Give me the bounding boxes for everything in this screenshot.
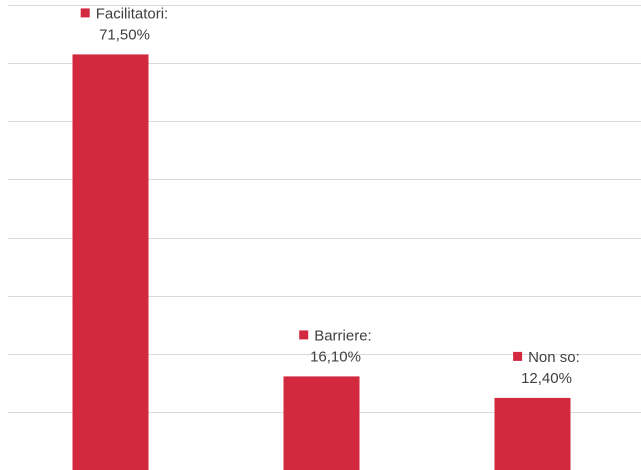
data-label: Facilitatori: 71,50% [80, 5, 169, 43]
bar-non-so [494, 397, 571, 470]
legend-key-icon [80, 8, 90, 18]
legend-key-icon [299, 330, 309, 340]
data-label-value: 16,10% [310, 348, 361, 365]
data-label: Non so: 12,40% [513, 349, 580, 387]
data-label: Barriere: 16,10% [299, 327, 372, 365]
data-label-value: 12,40% [521, 370, 572, 387]
bar-barriere [283, 376, 360, 470]
bars [72, 54, 571, 470]
data-label-category: Barriere: [314, 327, 372, 344]
data-label-value: 71,50% [99, 26, 150, 43]
bar-facilitatori [72, 54, 149, 470]
data-label-category: Facilitatori: [96, 5, 169, 22]
data-label-category: Non so: [528, 349, 580, 366]
legend-key-icon [513, 351, 523, 361]
data-labels: Facilitatori: 71,50% Barriere: 16,10% Non so… [80, 5, 580, 387]
